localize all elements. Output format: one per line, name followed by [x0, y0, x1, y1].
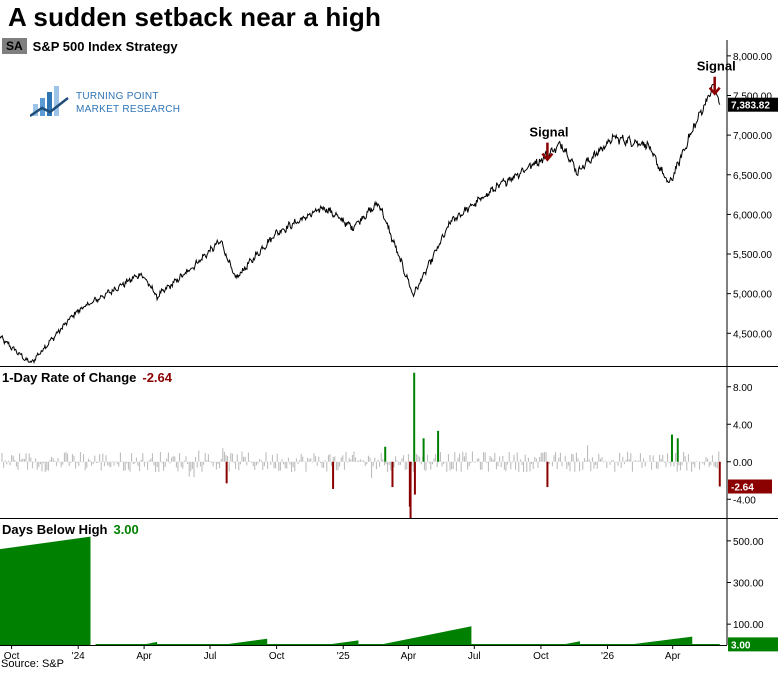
price-tick-label: 5,000.00 [733, 290, 772, 301]
roc-last-value-box [728, 479, 772, 494]
roc-panel-label: 1-Day Rate of Change -2.64 [2, 370, 172, 385]
source-note: Source: S&P [1, 658, 64, 670]
subtitle-text: S&P 500 Index Strategy [32, 38, 178, 54]
price-tick-label: 6,500.00 [733, 171, 772, 182]
signal-annotation: Signal [529, 125, 568, 162]
days-below-high-area [220, 638, 268, 645]
chart-subtitle: SA S&P 500 Index Strategy [2, 38, 178, 54]
days-tick-label: 100.00 [733, 620, 764, 631]
days-last-value-box [728, 637, 778, 652]
company-logo: TURNING POINT MARKET RESEARCH [30, 86, 180, 120]
price-tick-label: 6,000.00 [733, 210, 772, 221]
x-tick-label: Jul [468, 651, 481, 662]
signal-label: Signal [697, 59, 736, 74]
x-tick-label: Oct [4, 651, 20, 662]
days-below-high-area [560, 641, 581, 645]
logo-text: TURNING POINT MARKET RESEARCH [76, 90, 180, 116]
symbol-badge: SA [2, 38, 27, 54]
days-below-high-area [0, 536, 91, 645]
days-current-value: 3.00 [113, 522, 139, 537]
signal-arrow-icon [708, 76, 721, 96]
price-tick-label: 5,500.00 [733, 250, 772, 261]
days-panel-title: Days Below High [2, 522, 108, 537]
price-tick-label: 4,500.00 [733, 329, 772, 340]
signal-arrow-icon [541, 142, 554, 162]
x-tick-label: '25 [337, 651, 350, 662]
logo-bars-icon [30, 86, 69, 118]
days-below-high-area [324, 640, 359, 645]
days-below-high-area [141, 641, 158, 645]
roc-tick-label: -4.00 [733, 495, 756, 506]
x-tick-label: Apr [401, 651, 417, 662]
days-tick-label: 500.00 [733, 537, 764, 548]
roc-tick-label: 4.00 [733, 420, 753, 431]
price-tick-label: 7,000.00 [733, 131, 772, 142]
days-below-high-area [378, 626, 472, 645]
x-tick-label: '24 [72, 651, 85, 662]
price-series-line [0, 83, 721, 365]
logo-line1: TURNING POINT [76, 91, 159, 102]
price-tick-label: 7,500.00 [733, 91, 772, 102]
x-tick-label: Jul [204, 651, 217, 662]
roc-tick-label: 8.00 [733, 383, 753, 394]
x-tick-label: Apr [136, 651, 152, 662]
price-last-value-box [728, 97, 778, 112]
days-below-high-area [626, 636, 693, 645]
chart-title: A sudden setback near a high [8, 2, 382, 32]
price-last-value-label: 7,383.82 [731, 101, 770, 112]
roc-last-value-label: -2.64 [731, 483, 754, 494]
logo-line2: MARKET RESEARCH [76, 104, 181, 115]
roc-panel-title: 1-Day Rate of Change [2, 370, 137, 385]
roc-tick-label: 0.00 [733, 458, 753, 469]
signal-label: Signal [529, 125, 568, 140]
roc-current-value: -2.64 [142, 370, 173, 385]
price-tick-label: 8,000.00 [733, 52, 772, 63]
days-last-value-label: 3.00 [731, 640, 751, 651]
x-tick-label: Apr [665, 651, 681, 662]
x-tick-label: Oct [269, 651, 285, 662]
signal-annotation: Signal [697, 59, 736, 96]
x-tick-label: Oct [533, 651, 549, 662]
x-tick-label: '26 [601, 651, 614, 662]
days-tick-label: 300.00 [733, 579, 764, 590]
days-panel-label: Days Below High 3.00 [2, 522, 139, 537]
